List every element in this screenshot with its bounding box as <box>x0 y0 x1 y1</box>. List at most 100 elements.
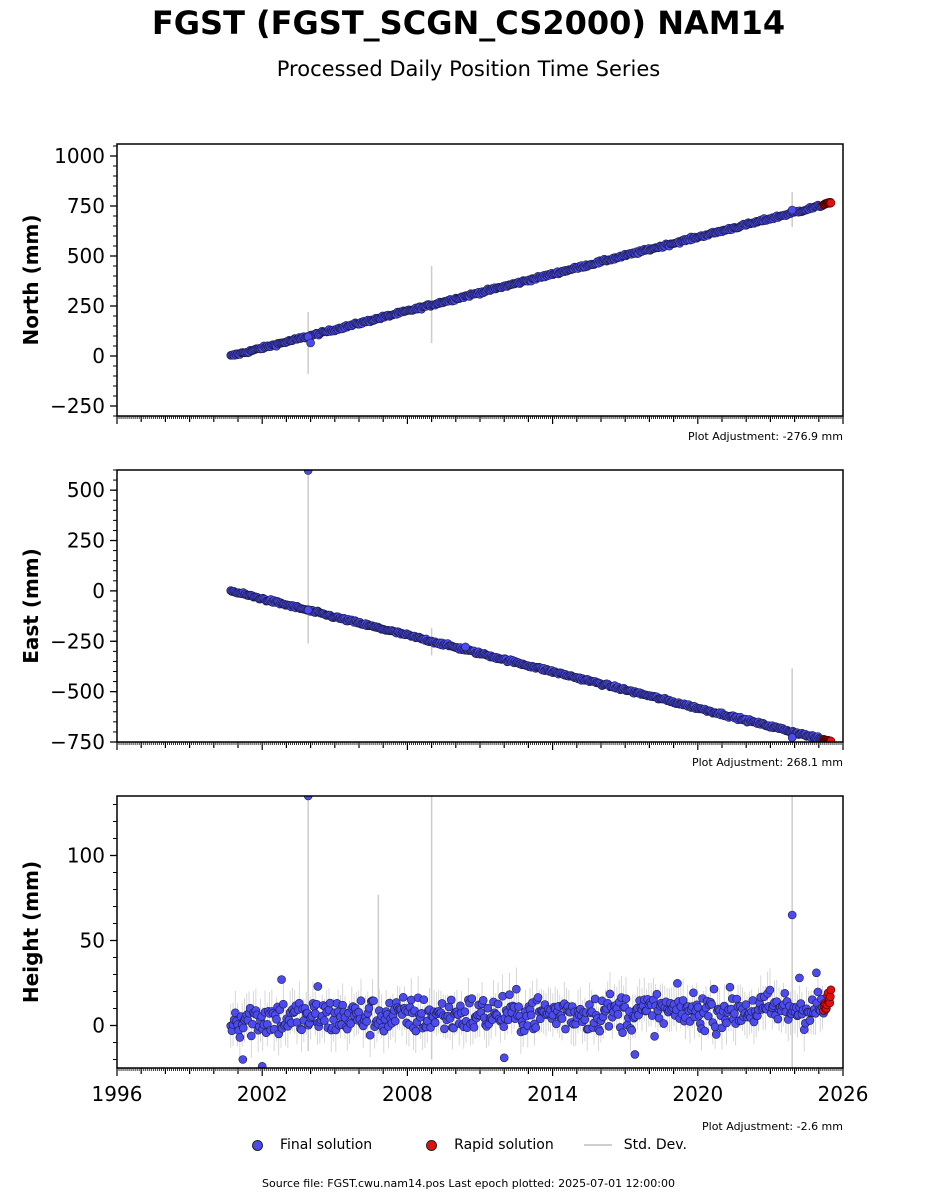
final-point <box>765 985 775 995</box>
final-point <box>499 1022 509 1032</box>
legend-final: Final solution <box>252 1137 372 1153</box>
x-tick-label: 1996 <box>92 1082 143 1106</box>
final-point <box>346 1019 355 1029</box>
plot-adjustment-label: Plot Adjustment: -276.9 mm <box>688 430 843 443</box>
final-point <box>557 1014 567 1023</box>
y-tick-label: −250 <box>50 394 105 418</box>
plot-adjustment-label: Plot Adjustment: -2.6 mm <box>702 1120 843 1133</box>
final-point <box>430 1018 440 1027</box>
y-tick-label: −250 <box>50 629 105 653</box>
final-point <box>722 1018 731 1028</box>
final-point <box>320 1016 329 1025</box>
x-tick-label: 2026 <box>818 1082 869 1106</box>
plot-area <box>226 470 836 742</box>
final-point <box>773 1014 783 1024</box>
final-point <box>449 1023 458 1033</box>
final-point <box>398 993 408 1002</box>
final-point <box>725 982 735 992</box>
final-point <box>678 996 688 1005</box>
y-tick-label: 750 <box>67 194 105 218</box>
final-point <box>533 993 543 1002</box>
legend-stddev: Std. Dev. <box>583 1137 687 1153</box>
final-point <box>711 1030 721 1039</box>
final-point <box>446 995 456 1005</box>
final-point <box>278 999 288 1009</box>
final-point <box>621 994 631 1003</box>
x-tick-label: 2002 <box>237 1082 288 1106</box>
y-tick-label: 1000 <box>54 144 105 168</box>
y-tick-label: 0 <box>92 1014 105 1038</box>
final-point <box>709 984 719 994</box>
rapid-point <box>826 736 836 742</box>
final-point <box>552 1019 561 1029</box>
final-outlier-point <box>313 982 323 991</box>
chart-subtitle: Processed Daily Position Time Series <box>276 57 661 81</box>
rapid-marker-icon <box>426 1139 438 1151</box>
east-panel: −750 −500 −250 0 250 500 East (mm) Plot Adjustm… <box>19 469 844 769</box>
final-point <box>469 1023 479 1032</box>
plot-adjustment-label: Plot Adjustment: 268.1 mm <box>692 756 843 769</box>
y-axis-label: Height (mm) <box>19 861 43 1003</box>
final-point <box>356 996 366 1006</box>
final-outlier-point <box>306 338 315 348</box>
final-outlier-point <box>787 733 797 742</box>
final-point <box>235 1033 245 1042</box>
final-point <box>478 996 488 1005</box>
final-point <box>700 1026 710 1036</box>
final-point <box>531 1023 541 1032</box>
final-point <box>514 1002 523 1011</box>
plot-area <box>226 796 836 1068</box>
final-point <box>483 1003 493 1013</box>
legend-stddev-label: Std. Dev. <box>623 1137 687 1153</box>
final-point <box>505 990 514 999</box>
final-point <box>689 988 698 998</box>
final-point <box>595 1026 605 1036</box>
final-outlier-point <box>787 205 797 215</box>
y-axis-label: North (mm) <box>19 214 43 345</box>
final-point <box>732 994 742 1004</box>
final-point <box>419 995 429 1005</box>
legend: Final solution Rapid solution Std. Dev. <box>252 1137 713 1153</box>
final-outlier-point <box>630 1050 640 1059</box>
final-point <box>707 999 716 1009</box>
final-outlier-point <box>795 973 804 983</box>
north-panel: −250 0 250 500 750 1000 North (mm) Plot Adjustm… <box>19 143 844 443</box>
y-tick-label: −500 <box>50 680 105 704</box>
y-tick-label: 250 <box>67 529 105 553</box>
final-point <box>730 1009 739 1018</box>
final-outlier-point <box>257 1062 267 1068</box>
y-tick-label: 0 <box>92 344 105 368</box>
rapid-point <box>826 985 836 995</box>
final-outlier-point <box>812 968 821 978</box>
final-outlier-point <box>499 1053 509 1063</box>
y-tick-label: 250 <box>67 294 105 318</box>
final-outlier-point <box>461 642 470 652</box>
final-point <box>467 994 477 1003</box>
final-point <box>652 989 662 999</box>
final-point <box>813 987 823 997</box>
x-tick-label: 2014 <box>527 1082 578 1106</box>
y-tick-label: 0 <box>92 579 105 603</box>
final-point <box>247 1031 256 1041</box>
y-tick-label: −750 <box>50 730 105 754</box>
final-point <box>437 999 447 1008</box>
final-point <box>659 1019 669 1028</box>
panel-frame <box>116 143 844 417</box>
final-point <box>390 1016 400 1026</box>
final-outlier-point <box>238 1055 248 1064</box>
final-point <box>703 1011 713 1021</box>
y-tick-label: 50 <box>80 929 105 953</box>
final-marker-icon <box>252 1139 263 1151</box>
final-point <box>673 979 682 988</box>
legend-rapid-label: Rapid solution <box>454 1137 554 1153</box>
y-tick-label: 500 <box>67 244 105 268</box>
y-axis-label: East (mm) <box>19 548 43 664</box>
final-point <box>780 988 790 998</box>
final-point <box>460 1007 470 1016</box>
final-point <box>613 1010 623 1019</box>
final-outlier-point <box>787 910 797 920</box>
final-point <box>605 989 615 999</box>
final-outlier-point <box>303 605 313 615</box>
legend-final-label: Final solution <box>280 1137 373 1153</box>
